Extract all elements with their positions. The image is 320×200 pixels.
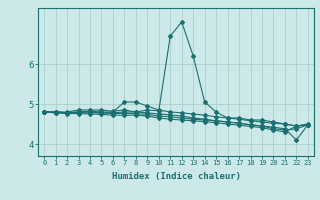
X-axis label: Humidex (Indice chaleur): Humidex (Indice chaleur) [111,172,241,181]
